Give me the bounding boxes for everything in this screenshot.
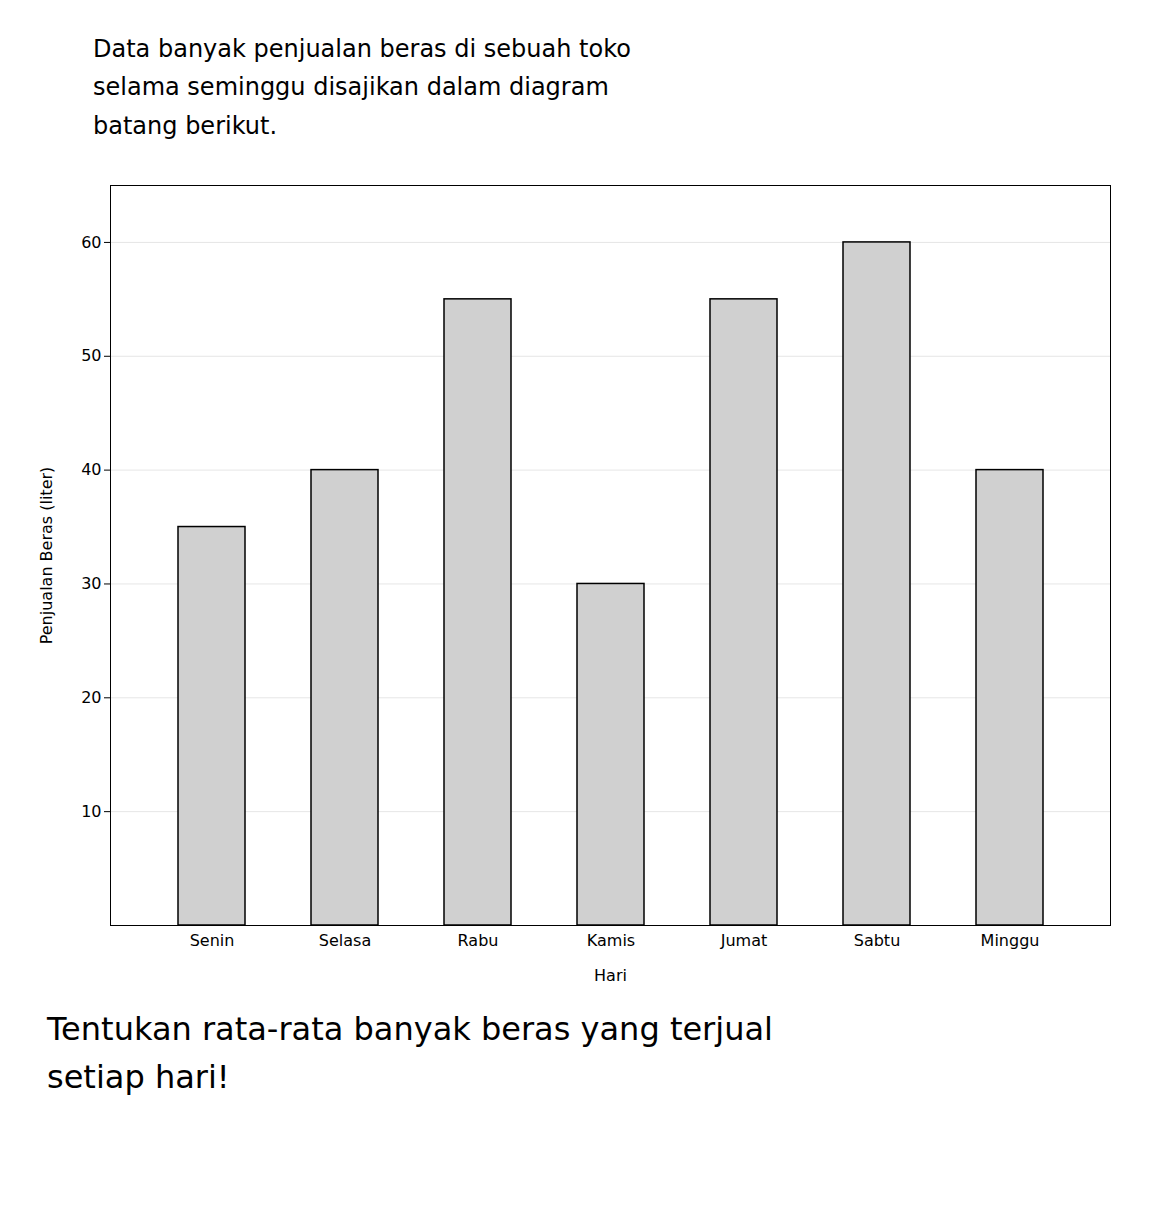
- svg-text:Senin: Senin: [190, 931, 235, 950]
- svg-text:Minggu: Minggu: [981, 931, 1040, 950]
- svg-text:30: 30: [81, 574, 101, 593]
- svg-text:20: 20: [81, 688, 101, 707]
- svg-text:10: 10: [81, 802, 101, 821]
- svg-text:Sabtu: Sabtu: [854, 931, 901, 950]
- html-text:Data banyak penjualan beras di: Data banyak penjualan beras di sebuah to…: [93, 35, 631, 140]
- svg-text:Penjualan Beras (liter): Penjualan Beras (liter): [37, 467, 56, 645]
- svg-text:Kamis: Kamis: [587, 931, 635, 950]
- html-text:Tentukan rata-rata banyak bera: Tentukan rata-rata banyak beras yang ter…: [47, 1010, 773, 1097]
- svg-text:Selasa: Selasa: [319, 931, 371, 950]
- svg-text:60: 60: [81, 233, 101, 252]
- svg-text:40: 40: [81, 460, 101, 479]
- svg-text:Jumat: Jumat: [720, 931, 768, 950]
- svg-text:50: 50: [81, 347, 101, 366]
- svg-text:Rabu: Rabu: [458, 931, 499, 950]
- svg-text:Hari: Hari: [594, 966, 627, 985]
